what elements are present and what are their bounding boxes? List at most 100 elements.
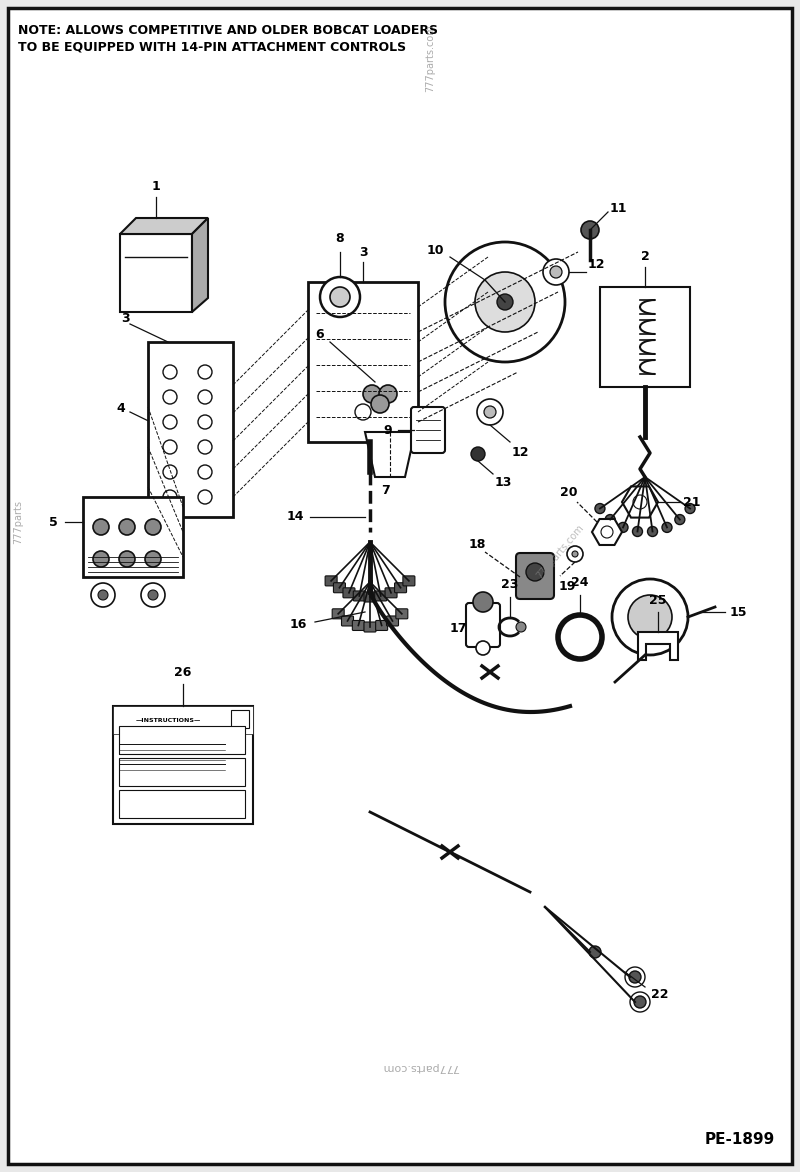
Text: 13: 13	[494, 476, 512, 489]
Bar	[113, 706, 253, 734]
Circle shape	[163, 440, 177, 454]
Circle shape	[320, 277, 360, 316]
Text: 22: 22	[651, 988, 669, 1002]
Circle shape	[516, 622, 526, 632]
Circle shape	[371, 395, 389, 413]
Text: 20: 20	[560, 485, 578, 498]
Circle shape	[145, 551, 161, 567]
FancyBboxPatch shape	[385, 588, 397, 598]
Circle shape	[473, 592, 493, 612]
Circle shape	[163, 415, 177, 429]
Bar	[119, 725, 245, 754]
Circle shape	[605, 515, 615, 525]
FancyBboxPatch shape	[325, 575, 337, 586]
Circle shape	[119, 551, 135, 567]
Circle shape	[685, 504, 695, 513]
Text: 21: 21	[683, 496, 701, 509]
Bar	[120, 234, 192, 312]
Circle shape	[572, 551, 578, 557]
Text: 9: 9	[384, 423, 392, 436]
Circle shape	[91, 582, 115, 607]
Circle shape	[595, 504, 605, 513]
Circle shape	[675, 515, 685, 525]
Circle shape	[330, 287, 350, 307]
Text: 7: 7	[381, 484, 390, 497]
Circle shape	[145, 519, 161, 534]
Polygon shape	[638, 632, 678, 660]
Polygon shape	[192, 218, 208, 312]
Circle shape	[558, 615, 602, 659]
FancyBboxPatch shape	[516, 553, 554, 599]
Circle shape	[629, 970, 641, 983]
Circle shape	[543, 259, 569, 285]
Circle shape	[662, 523, 672, 532]
Text: 23: 23	[502, 579, 518, 592]
Circle shape	[633, 495, 647, 509]
Text: 777parts: 777parts	[13, 500, 23, 544]
Circle shape	[148, 590, 158, 600]
Polygon shape	[592, 519, 622, 545]
Text: 3: 3	[358, 245, 367, 259]
FancyBboxPatch shape	[364, 592, 376, 602]
Text: 16: 16	[290, 619, 306, 632]
Circle shape	[198, 415, 212, 429]
Circle shape	[363, 384, 381, 403]
Text: 18: 18	[468, 538, 486, 552]
Text: 777parts.com: 777parts.com	[425, 25, 435, 91]
FancyBboxPatch shape	[374, 591, 386, 601]
Circle shape	[141, 582, 165, 607]
Circle shape	[633, 526, 642, 537]
Bar	[113, 706, 253, 824]
FancyBboxPatch shape	[403, 575, 415, 586]
Circle shape	[628, 595, 672, 639]
FancyBboxPatch shape	[386, 616, 398, 626]
Text: —INSTRUCTIONS—: —INSTRUCTIONS—	[135, 717, 201, 722]
Text: 24: 24	[571, 577, 589, 590]
Text: 6: 6	[316, 327, 324, 341]
Text: 1: 1	[152, 180, 160, 193]
Circle shape	[618, 523, 628, 532]
FancyBboxPatch shape	[376, 620, 388, 631]
Bar	[308, 282, 418, 442]
Circle shape	[550, 266, 562, 278]
FancyBboxPatch shape	[466, 604, 500, 647]
Text: 777parts.com: 777parts.com	[534, 523, 586, 581]
Polygon shape	[622, 486, 658, 518]
Circle shape	[475, 272, 535, 332]
Circle shape	[198, 490, 212, 504]
Text: 14: 14	[286, 511, 304, 524]
Bar	[119, 758, 245, 786]
Polygon shape	[365, 432, 415, 477]
Circle shape	[647, 526, 658, 537]
Text: 10: 10	[426, 244, 444, 257]
FancyBboxPatch shape	[334, 582, 346, 593]
Text: 2: 2	[641, 251, 650, 264]
Text: 11: 11	[610, 202, 626, 214]
Text: 19: 19	[558, 580, 576, 593]
Circle shape	[612, 579, 688, 655]
FancyBboxPatch shape	[343, 588, 355, 598]
Text: 4: 4	[117, 402, 126, 415]
Circle shape	[93, 551, 109, 567]
Circle shape	[163, 364, 177, 379]
Circle shape	[379, 384, 397, 403]
Text: 26: 26	[174, 667, 192, 680]
Circle shape	[471, 447, 485, 461]
Circle shape	[98, 590, 108, 600]
Text: 8: 8	[336, 232, 344, 245]
Text: 12: 12	[511, 445, 529, 458]
FancyBboxPatch shape	[411, 407, 445, 454]
FancyBboxPatch shape	[364, 622, 376, 632]
Circle shape	[634, 996, 646, 1008]
FancyBboxPatch shape	[332, 608, 344, 619]
Text: PE-1899: PE-1899	[705, 1132, 775, 1147]
FancyBboxPatch shape	[394, 582, 406, 593]
Circle shape	[484, 406, 496, 418]
Circle shape	[163, 490, 177, 504]
Circle shape	[581, 222, 599, 239]
Text: 25: 25	[650, 593, 666, 606]
Circle shape	[93, 519, 109, 534]
FancyBboxPatch shape	[352, 620, 364, 631]
Text: 12: 12	[587, 258, 605, 271]
Circle shape	[445, 241, 565, 362]
